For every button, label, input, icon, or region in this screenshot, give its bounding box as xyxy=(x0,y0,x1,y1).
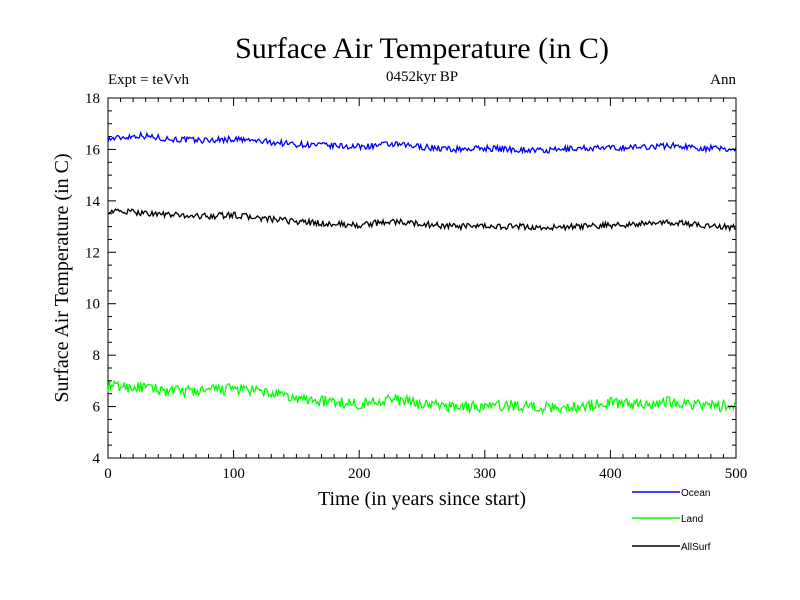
legend-label-land: Land xyxy=(681,514,703,525)
y-tick-label: 8 xyxy=(93,348,101,364)
x-axis-ticks: 0 100 200 300 400 500 xyxy=(104,98,747,482)
y-tick-label: 12 xyxy=(85,245,100,261)
legend: Ocean Land AllSurf xyxy=(632,488,711,553)
chart-title: Surface Air Temperature (in C) xyxy=(235,32,609,65)
chart-subtitle: 0452kyr BP xyxy=(386,69,458,85)
legend-label-ocean: Ocean xyxy=(681,488,710,499)
season-label: Ann xyxy=(710,72,736,88)
legend-label-allsurf: AllSurf xyxy=(681,542,711,553)
x-tick-label: 400 xyxy=(599,466,622,482)
x-tick-label: 500 xyxy=(725,466,748,482)
x-tick-label: 0 xyxy=(104,466,112,482)
series-line-ocean xyxy=(107,130,737,155)
y-tick-label: 16 xyxy=(85,142,101,158)
x-tick-label: 300 xyxy=(474,466,497,482)
x-tick-label: 100 xyxy=(222,466,245,482)
series-line-land xyxy=(107,379,737,415)
y-tick-label: 6 xyxy=(93,400,101,416)
y-axis-label: Surface Air Temperature (in C) xyxy=(51,153,73,402)
y-tick-label: 4 xyxy=(93,451,101,467)
y-axis-ticks: 4 6 8 10 12 14 16 18 xyxy=(85,91,736,467)
experiment-label: Expt = teVvh xyxy=(108,72,189,88)
series-layer xyxy=(107,130,737,415)
y-tick-label: 18 xyxy=(85,91,100,107)
y-tick-label: 14 xyxy=(85,194,101,210)
x-axis-label: Time (in years since start) xyxy=(318,488,526,510)
series-line-allsurf xyxy=(107,207,737,233)
y-tick-label: 10 xyxy=(85,297,100,313)
x-tick-label: 200 xyxy=(348,466,371,482)
